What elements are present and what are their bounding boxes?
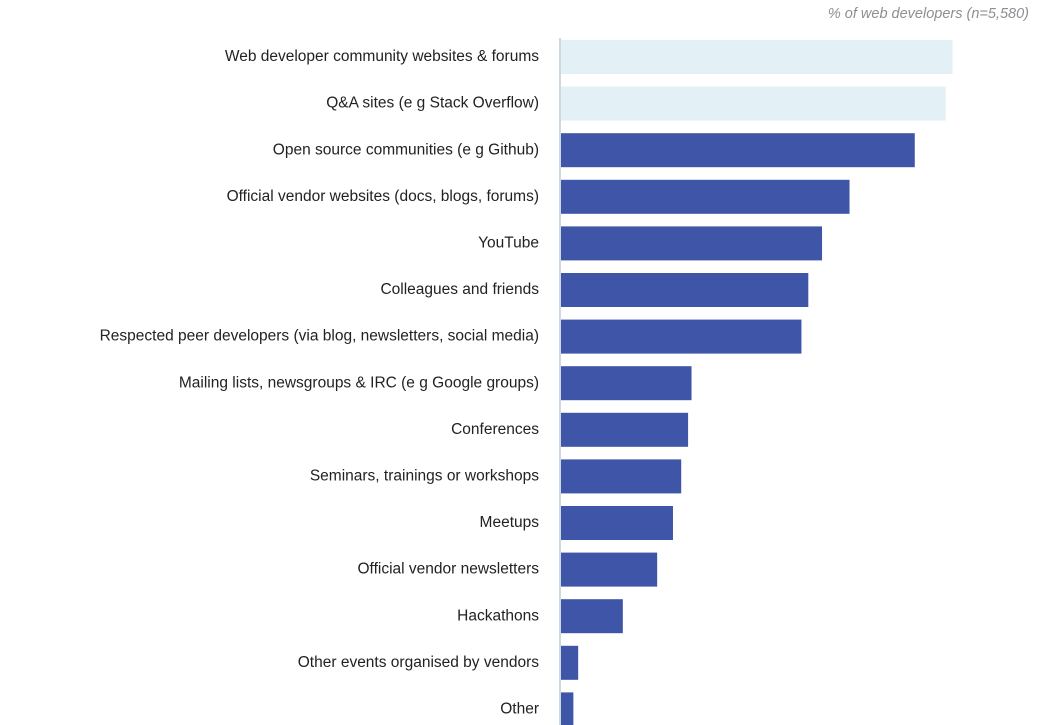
category-label: Mailing lists, newsgroups & IRC (e g Goo… bbox=[179, 374, 539, 391]
bar bbox=[561, 599, 623, 634]
category-label: Official vendor newsletters bbox=[358, 561, 540, 578]
category-label: Hackathons bbox=[457, 607, 539, 624]
bar bbox=[561, 412, 689, 447]
bar bbox=[561, 366, 692, 401]
chart-subtitle: % of web developers (n=5,580) bbox=[827, 6, 1029, 22]
bar bbox=[561, 645, 579, 680]
category-label: Colleagues and friends bbox=[380, 281, 539, 298]
bar bbox=[561, 319, 802, 354]
category-label: YouTube bbox=[478, 234, 539, 251]
category-label: Conferences bbox=[451, 421, 539, 438]
bar bbox=[561, 133, 915, 168]
bar bbox=[561, 692, 574, 725]
category-label: Q&A sites (e g Stack Overflow) bbox=[326, 95, 539, 112]
category-label: Seminars, trainings or workshops bbox=[310, 467, 539, 484]
bar bbox=[561, 86, 946, 121]
category-label: Web developer community websites & forum… bbox=[225, 48, 539, 65]
category-label: Other bbox=[500, 700, 539, 717]
category-label: Open source communities (e g Github) bbox=[273, 141, 539, 158]
bar bbox=[561, 506, 673, 540]
bar bbox=[561, 226, 823, 261]
bar bbox=[561, 459, 682, 494]
category-label: Other events organised by vendors bbox=[298, 654, 539, 671]
bar bbox=[561, 40, 953, 74]
category-label: Respected peer developers (via blog, new… bbox=[100, 328, 539, 345]
bar bbox=[561, 179, 850, 214]
category-label: Meetups bbox=[480, 514, 540, 531]
bar bbox=[561, 552, 658, 587]
category-label: Official vendor websites (docs, blogs, f… bbox=[227, 188, 539, 205]
bar bbox=[561, 273, 809, 307]
